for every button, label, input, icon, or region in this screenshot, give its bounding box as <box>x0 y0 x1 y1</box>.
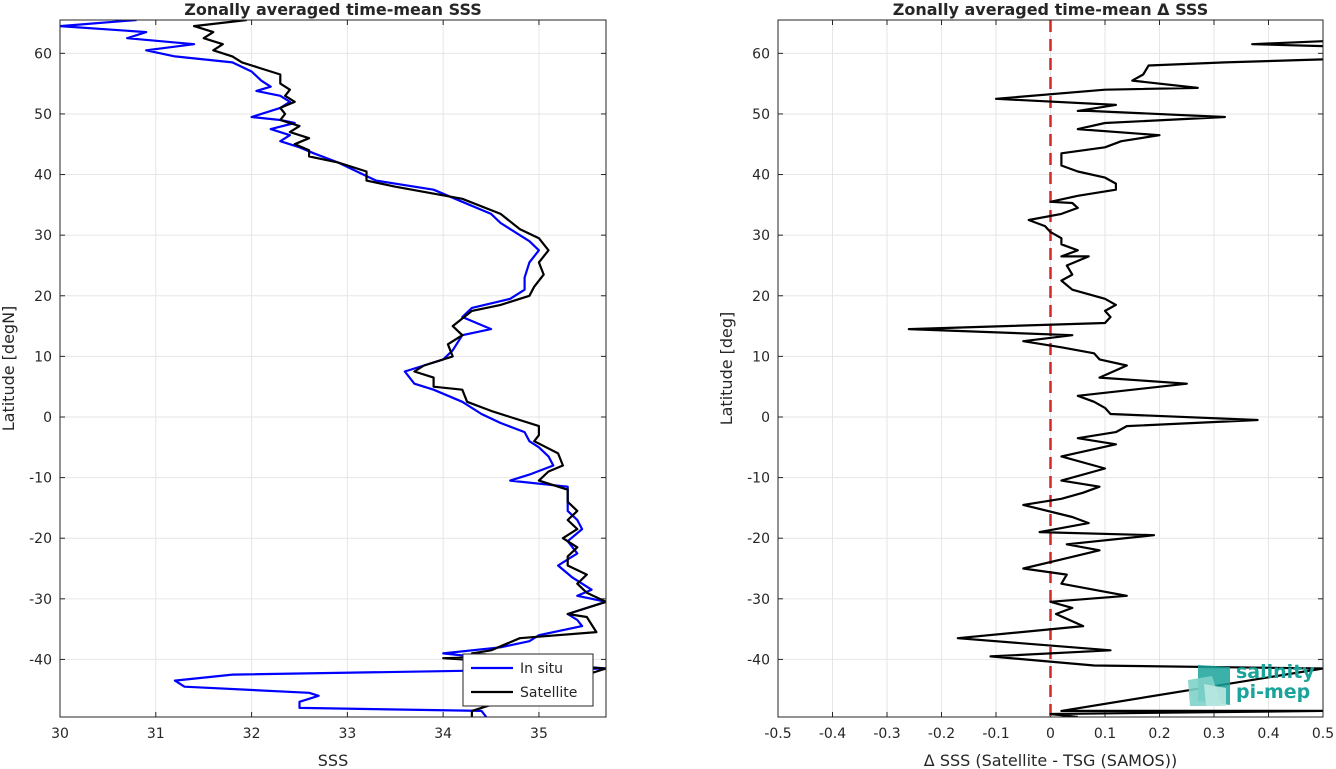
y-tick-label: -10 <box>29 471 52 487</box>
legend: In situ Satellite <box>462 653 594 707</box>
y-tick-label: -20 <box>29 531 52 547</box>
x-tick-label: 35 <box>530 726 548 742</box>
y-tick-label: -40 <box>747 652 770 668</box>
y-axis-label: Latitude [deg] <box>717 312 736 426</box>
x-tick-label: -0.3 <box>873 726 900 742</box>
series-line <box>907 40 1323 717</box>
y-tick-label: 10 <box>752 349 770 365</box>
x-tick-label: -0.2 <box>928 726 955 742</box>
y-tick-label: 40 <box>34 168 52 184</box>
y-tick-label: 20 <box>752 289 770 305</box>
x-tick-label: 30 <box>51 726 69 742</box>
x-tick-label: -0.5 <box>764 726 791 742</box>
x-tick-label: 0.3 <box>1203 726 1225 742</box>
x-tick-label: 32 <box>243 726 261 742</box>
y-tick-label: 50 <box>752 107 770 123</box>
y-tick-label: 0 <box>43 410 52 426</box>
y-tick-label: 0 <box>761 410 770 426</box>
axes-box <box>59 19 607 718</box>
y-tick-label: 20 <box>34 289 52 305</box>
y-tick-label: 50 <box>34 107 52 123</box>
x-tick-label: -0.4 <box>819 726 846 742</box>
x-tick-label: 0.1 <box>1094 726 1116 742</box>
y-tick-label: -30 <box>747 592 770 608</box>
y-axis-label: Latitude [degN] <box>0 306 18 432</box>
y-tick-label: -20 <box>747 531 770 547</box>
legend-entry: In situ <box>520 661 563 677</box>
y-tick-label: -30 <box>29 592 52 608</box>
chart-delta-sss: -0.5 -0.4 -0.3 -0.2 -0.1 0 0.1 0.2 0.3 0.4 0.5 -40 -… <box>717 0 1334 769</box>
x-tick-label: 33 <box>338 726 356 742</box>
y-tick-label: 30 <box>34 228 52 244</box>
y-tick-label: -40 <box>29 652 52 668</box>
x-axis-label: Δ SSS (Satellite - TSG (SAMOS)) <box>924 751 1177 769</box>
x-tick-label: 0.4 <box>1257 726 1279 742</box>
chart-sss: 30 31 32 33 34 35 -40 -30 -20 -10 0 10 20 30 40 50 60 Zon… <box>0 0 607 769</box>
y-tick-label: 60 <box>34 46 52 62</box>
y-tick-label: 10 <box>34 349 52 365</box>
y-tick-label: 60 <box>752 46 770 62</box>
x-tick-label: -0.1 <box>982 726 1009 742</box>
series-in-situ-line <box>60 20 606 717</box>
x-axis-label: SSS <box>318 751 348 769</box>
x-tick-label: 34 <box>434 726 452 742</box>
x-tick-label: 31 <box>147 726 165 742</box>
series-satellite-line <box>193 20 606 717</box>
legend-entry: Satellite <box>520 685 577 701</box>
x-tick-label: 0.2 <box>1148 726 1170 742</box>
logo-line2: pi-mep <box>1236 681 1310 703</box>
chart-title: Zonally averaged time-mean SSS <box>184 0 482 19</box>
x-tick-label: 0.5 <box>1312 726 1334 742</box>
legend-box <box>462 653 594 707</box>
logo-mark <box>1204 684 1226 706</box>
y-tick-label: 40 <box>752 168 770 184</box>
logo-line1: salinity <box>1236 661 1315 683</box>
y-tick-label: 30 <box>752 228 770 244</box>
x-tick-label: 0 <box>1046 726 1055 742</box>
chart-title: Zonally averaged time-mean Δ SSS <box>893 0 1209 19</box>
y-tick-label: -10 <box>747 471 770 487</box>
axes-box <box>777 19 1324 718</box>
plot-area <box>60 20 606 717</box>
